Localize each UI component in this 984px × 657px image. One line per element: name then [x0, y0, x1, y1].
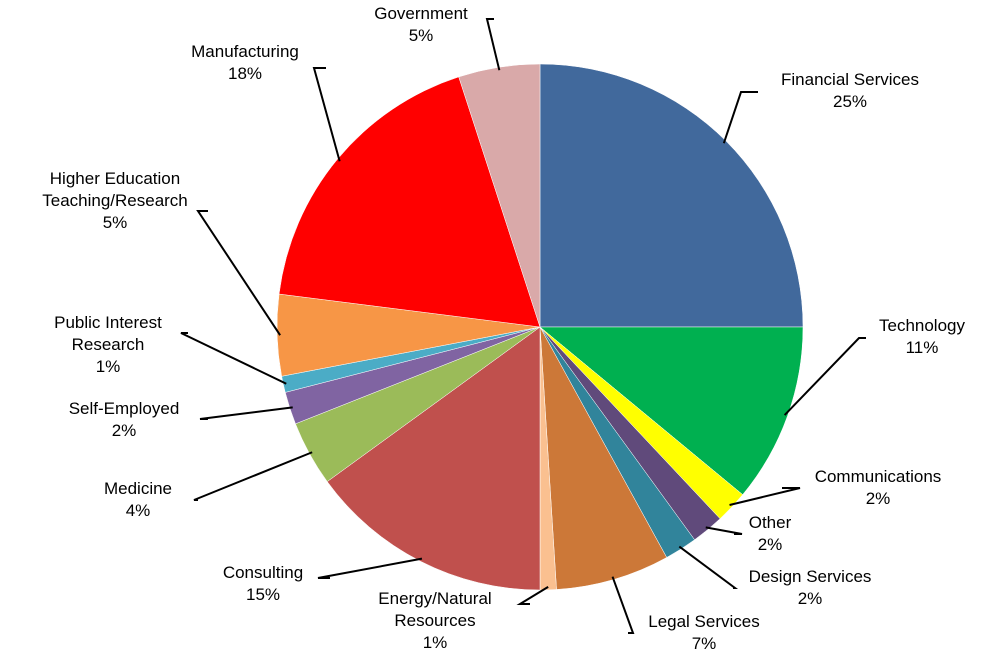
leader-line-financial-services [722, 91, 758, 144]
category-label: Government [374, 4, 468, 23]
label-self-employed: Self-Employed 2% [69, 399, 180, 440]
percent-label: 2% [866, 489, 891, 508]
percent-label: 2% [798, 589, 823, 608]
category-label: Higher Education [50, 169, 180, 188]
category-label: Manufacturing [191, 42, 299, 61]
label-other: Other 2% [749, 513, 792, 554]
percent-label: 5% [103, 213, 128, 232]
label-technology: Technology 11% [879, 316, 966, 357]
percent-label: 1% [423, 633, 448, 652]
percent-label: 7% [692, 634, 717, 653]
slice-consulting [326, 326, 541, 591]
percent-label: 2% [112, 421, 137, 440]
label-legal-services: Legal Services 7% [648, 612, 760, 653]
label-financial-services: Financial Services 25% [781, 70, 919, 111]
leader-line-technology [783, 337, 866, 416]
leader-line-design-services [678, 545, 739, 589]
leader-line-manufacturing [312, 67, 341, 162]
leader-line-public-interest-research [180, 332, 287, 385]
slice-technology [539, 326, 804, 495]
leader-lines [180, 18, 866, 634]
category-label: Medicine [104, 479, 172, 498]
percent-label: 1% [96, 357, 121, 376]
category-label: Resources [394, 611, 475, 630]
label-government: Government 5% [374, 4, 468, 45]
category-label: Self-Employed [69, 399, 180, 418]
percent-label: 11% [906, 338, 939, 357]
percent-label: 4% [126, 501, 151, 520]
percent-label: 25% [833, 92, 867, 111]
category-label: Consulting [223, 563, 303, 582]
slice-manufacturing [278, 76, 541, 328]
category-label: Public Interest [54, 313, 162, 332]
category-label: Other [749, 513, 792, 532]
label-higher-education-teaching-research: Higher Education Teaching/Research 5% [42, 169, 188, 232]
leader-line-communications [729, 487, 801, 506]
pie-slices [276, 63, 804, 591]
label-communications: Communications 2% [815, 467, 942, 508]
percent-label: 2% [758, 535, 783, 554]
category-label: Financial Services [781, 70, 919, 89]
leader-line-government [485, 18, 501, 71]
percent-label: 18% [228, 64, 262, 83]
leader-line-medicine [193, 451, 313, 501]
category-label: Research [72, 335, 145, 354]
label-energy-natural-resources: Energy/Natural Resources 1% [378, 589, 491, 652]
slice-labels: Financial Services 25% Technology 11% Commun… [42, 4, 965, 653]
category-label: Energy/Natural [378, 589, 491, 608]
category-label: Communications [815, 467, 942, 486]
percent-label: 5% [409, 26, 434, 45]
leader-line-consulting [317, 557, 423, 579]
leader-line-legal-services [611, 576, 635, 634]
label-design-services: Design Services 2% [749, 567, 872, 608]
leader-line-other [705, 526, 743, 535]
category-label: Design Services [749, 567, 872, 586]
category-label: Technology [879, 316, 966, 335]
percent-label: 15% [246, 585, 280, 604]
label-manufacturing: Manufacturing 18% [191, 42, 299, 83]
category-label: Teaching/Research [42, 191, 188, 210]
category-label: Legal Services [648, 612, 760, 631]
label-public-interest-research: Public Interest Research 1% [54, 313, 162, 376]
leader-line-higher-education-teaching-research [196, 210, 281, 336]
leader-line-self-employed [199, 406, 293, 420]
label-consulting: Consulting 15% [223, 563, 303, 604]
slice-financial-services [539, 63, 804, 328]
label-medicine: Medicine 4% [104, 479, 172, 520]
leader-line-energy-natural-resources [516, 586, 549, 605]
